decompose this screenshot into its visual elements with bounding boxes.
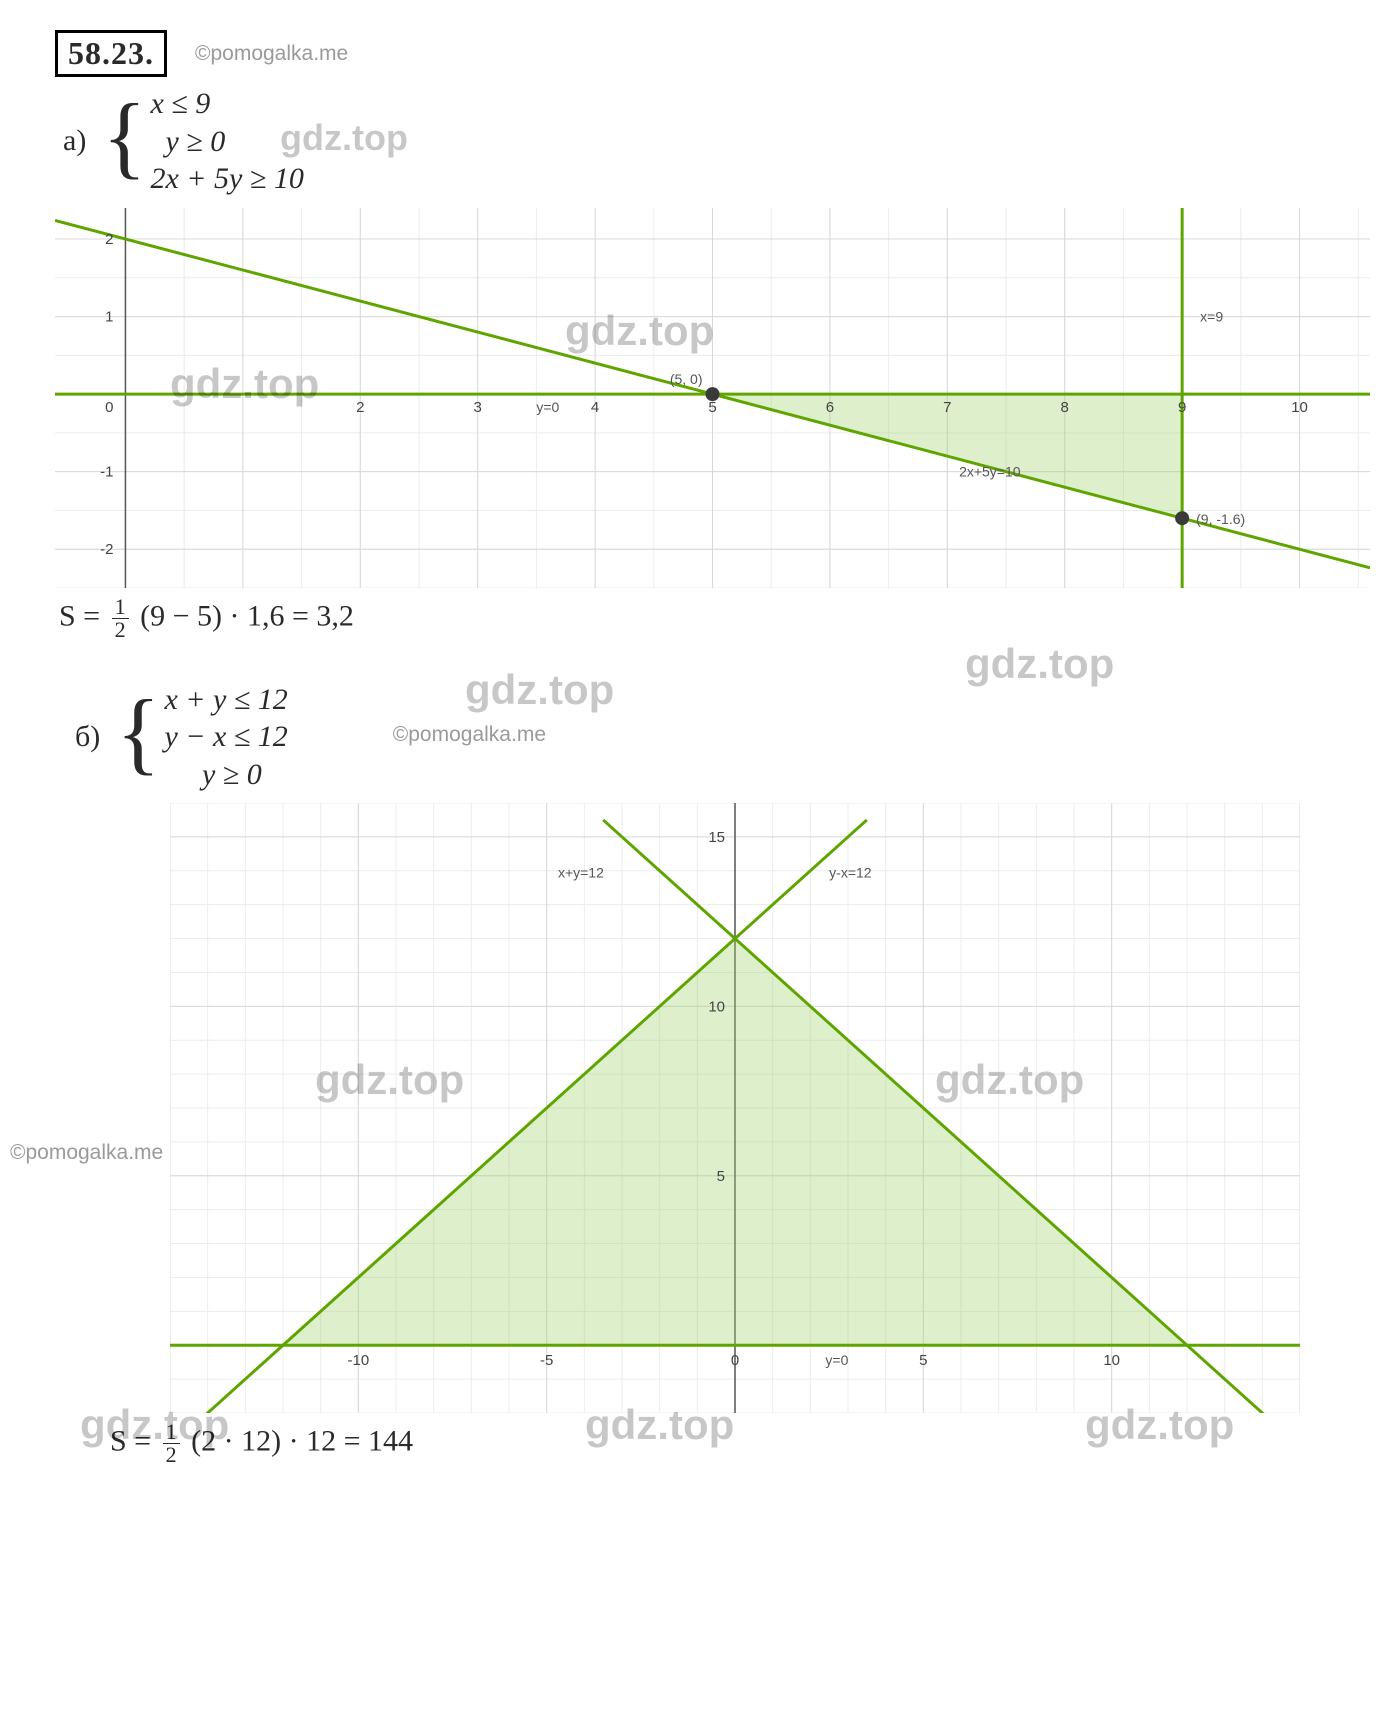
svg-text:y-x=12: y-x=12: [829, 865, 872, 881]
sys-b-line1: x + y ≤ 12: [164, 681, 287, 719]
left-brace-icon: {: [116, 696, 160, 770]
system-b: б) { x + y ≤ 12 y − x ≤ 12 y ≥ 0 ©pomoga…: [75, 681, 1370, 794]
svg-text:-1: -1: [100, 463, 113, 480]
chart-a-svg: 2 3 4 5 6 7 8 9 10 -2 -1 1 2 0 y=0 x=9 2x+5y=10 (5, 0) (9,…: [55, 208, 1370, 588]
svg-text:(5, 0): (5, 0): [670, 371, 703, 387]
svg-text:3: 3: [474, 399, 482, 416]
copyright-b: ©pomogalka.me: [393, 723, 546, 747]
svg-text:(9, -1.6): (9, -1.6): [1196, 511, 1245, 527]
area-formula-a: S = 1 2 (9 − 5) · 1,6 = 3,2: [59, 596, 1370, 641]
sys-a-line3: 2x + 5y ≥ 10: [150, 160, 303, 198]
svg-text:0: 0: [731, 1352, 739, 1369]
sys-a-line1: x ≤ 9: [150, 85, 303, 123]
copyright-left: ©pomogalka.me: [10, 1141, 163, 1165]
svg-text:5: 5: [708, 399, 716, 416]
area-a-rest: (9 − 5) · 1,6 = 3,2: [140, 599, 354, 632]
svg-text:2: 2: [356, 399, 364, 416]
svg-text:2: 2: [105, 231, 113, 248]
sys-a-line2: y ≥ 0: [150, 123, 303, 161]
left-brace-icon: {: [102, 100, 146, 174]
svg-text:5: 5: [919, 1352, 927, 1369]
svg-text:-5: -5: [540, 1352, 553, 1369]
fraction-b: 1 2: [163, 1421, 180, 1466]
area-formula-b: S = 1 2 (2 · 12) · 12 = 144: [110, 1421, 1370, 1466]
frac-a-den: 2: [112, 619, 129, 641]
svg-text:x+y=12: x+y=12: [558, 865, 604, 881]
copyright-top: ©pomogalka.me: [195, 42, 348, 66]
system-a-lines: x ≤ 9 y ≥ 0 2x + 5y ≥ 10: [150, 85, 303, 198]
sys-b-line3: y ≥ 0: [164, 756, 287, 794]
chart-b-svg: -10 -5 0 5 10 5 10 15 y=0 x+y=12 y-x=12: [170, 803, 1300, 1413]
svg-text:5: 5: [717, 1168, 725, 1185]
system-b-lines: x + y ≤ 12 y − x ≤ 12 y ≥ 0: [164, 681, 287, 794]
svg-text:y=0: y=0: [536, 399, 559, 415]
svg-text:9: 9: [1178, 399, 1186, 416]
chart-a: 2 3 4 5 6 7 8 9 10 -2 -1 1 2 0 y=0 x=9 2x+5y=10 (5, 0) (9,…: [55, 208, 1370, 588]
svg-text:6: 6: [826, 399, 834, 416]
header-row: 58.23. ©pomogalka.me: [55, 30, 1370, 77]
part-a-label: а): [63, 124, 86, 158]
frac-b-den: 2: [163, 1444, 180, 1466]
brace-a: { x ≤ 9 y ≥ 0 2x + 5y ≥ 10: [102, 85, 304, 198]
svg-text:0: 0: [105, 399, 113, 416]
brace-b: { x + y ≤ 12 y − x ≤ 12 y ≥ 0: [116, 681, 288, 794]
svg-text:2x+5y=10: 2x+5y=10: [959, 463, 1021, 479]
frac-b-num: 1: [163, 1421, 180, 1444]
fraction-a: 1 2: [112, 596, 129, 641]
svg-text:8: 8: [1061, 399, 1069, 416]
area-b-prefix: S =: [110, 1424, 151, 1457]
area-b-rest: (2 · 12) · 12 = 144: [191, 1424, 413, 1457]
svg-text:4: 4: [591, 399, 599, 416]
sys-b-line2: y − x ≤ 12: [164, 718, 287, 756]
svg-text:y=0: y=0: [825, 1352, 848, 1368]
part-b-section: gdz.top б) { x + y ≤ 12 y − x ≤ 12 y ≥ 0…: [55, 681, 1370, 1467]
system-a: а) { x ≤ 9 y ≥ 0 2x + 5y ≥ 10: [63, 85, 1370, 198]
problem-number-box: 58.23.: [55, 30, 167, 77]
frac-a-num: 1: [112, 596, 129, 619]
part-b-label: б): [75, 720, 100, 754]
part-a-section: а) { x ≤ 9 y ≥ 0 2x + 5y ≥ 10 gdz.top gd…: [55, 85, 1370, 641]
svg-text:-2: -2: [100, 541, 113, 558]
header-section: 58.23. ©pomogalka.me: [55, 30, 1370, 77]
svg-text:-10: -10: [347, 1352, 369, 1369]
area-a-prefix: S =: [59, 599, 100, 632]
svg-text:10: 10: [708, 998, 725, 1015]
svg-text:10: 10: [1291, 399, 1308, 416]
svg-text:1: 1: [105, 308, 113, 325]
chart-b: -10 -5 0 5 10 5 10 15 y=0 x+y=12 y-x=12: [170, 803, 1400, 1413]
svg-text:x=9: x=9: [1200, 308, 1223, 324]
svg-text:7: 7: [943, 399, 951, 416]
svg-text:10: 10: [1103, 1352, 1120, 1369]
svg-text:15: 15: [708, 829, 725, 846]
